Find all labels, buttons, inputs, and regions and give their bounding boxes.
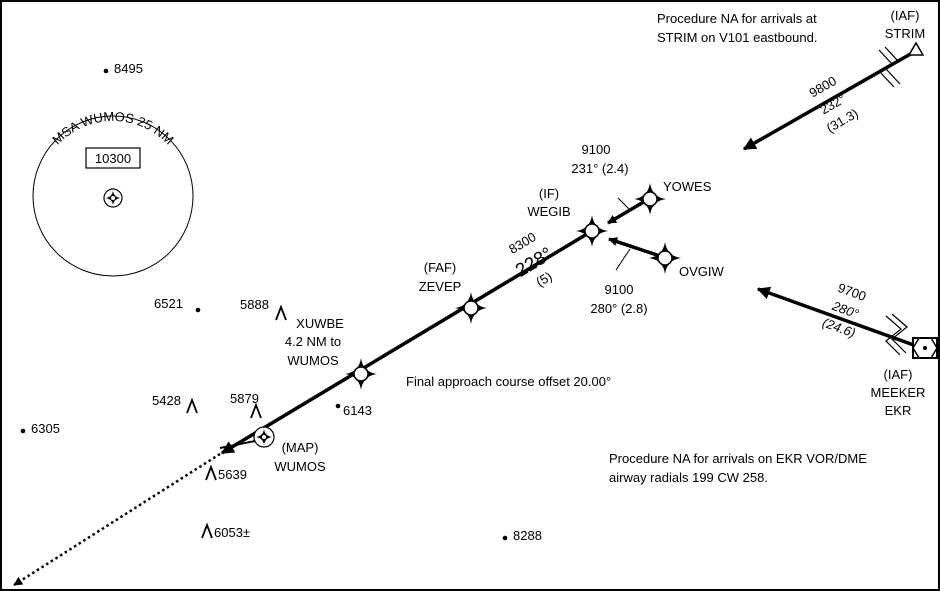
meeker-ident: EKR — [885, 403, 912, 418]
spot-elevations: 8495 6521 6143 6305 8288 — [20, 61, 542, 543]
offset-tick-line — [219, 439, 261, 449]
yowes-name: YOWES — [663, 179, 712, 194]
ovgiw-leg-crsdist: 280° (2.8) — [590, 301, 647, 316]
yowes-leader-line — [617, 197, 632, 212]
xuwbe-line3: WUMOS — [287, 353, 339, 368]
elev-6143: 6143 — [343, 403, 372, 418]
zevep-name: ZEVEP — [419, 279, 462, 294]
elev-5879: 5879 — [230, 391, 259, 406]
strim-break-icon — [878, 46, 901, 88]
spot-dot-icon — [335, 403, 341, 409]
elev-5888: 5888 — [240, 297, 269, 312]
strim-note-line2: STRIM on V101 eastbound. — [657, 30, 817, 45]
strim-name: STRIM — [885, 26, 925, 41]
ovgiw-name: OVGIW — [679, 264, 725, 279]
ovgiw-leg-line — [608, 237, 664, 259]
obstacle-icon — [201, 522, 213, 539]
yowes-leg-line — [607, 198, 648, 225]
ekr-note-line1: Procedure NA for arrivals on EKR VOR/DME — [609, 451, 867, 466]
wegib-waypoint-icon — [575, 214, 609, 248]
vor-dme-icon — [912, 337, 938, 359]
ekr-leg-labels: 9700 280° (24.6) — [821, 280, 869, 341]
elev-5639: 5639 — [218, 467, 247, 482]
ovgiw-leg-alt: 9100 — [605, 282, 634, 297]
obstacle-icon — [205, 464, 217, 481]
xuwbe-name: XUWBE — [296, 316, 344, 331]
zevep-role: (FAF) — [424, 260, 457, 275]
wumos-role: (MAP) — [282, 440, 319, 455]
msa-altitude: 10300 — [95, 151, 131, 166]
ekr-leg-line — [756, 286, 923, 350]
msa-arc-label: MSA WUMOS 25 NM — [49, 109, 176, 148]
strim-role: (IAF) — [891, 8, 920, 23]
elev-8288: 8288 — [513, 528, 542, 543]
strim-leg-labels: 9800 232° (31.3) — [806, 73, 860, 135]
msa-center-waypoint-icon — [103, 188, 123, 208]
final-dist: (5) — [533, 268, 554, 289]
wumos-map-waypoint-icon — [253, 426, 275, 448]
strim-intersection-icon — [907, 41, 925, 56]
ekr-break-icon — [885, 313, 908, 356]
meeker-name: MEEKER — [871, 385, 926, 400]
obstacle-icon — [186, 397, 198, 414]
msa-circle: MSA WUMOS 25 NM 10300 — [32, 109, 194, 277]
spot-dot-icon — [502, 535, 508, 541]
elev-6053: 6053± — [214, 525, 250, 540]
strim-note-line1: Procedure NA for arrivals at — [657, 11, 817, 26]
final-approach-course-line — [220, 229, 593, 455]
ovgiw-waypoint-icon — [648, 241, 682, 275]
elev-6305: 6305 — [31, 421, 60, 436]
obstacle-icon — [250, 402, 262, 419]
yowes-leg-crsdist: 231° (2.4) — [571, 161, 628, 176]
wegib-role: (IF) — [539, 186, 559, 201]
yowes-leg-alt: 9100 — [582, 142, 611, 157]
offset-note: Final approach course offset 20.00° — [406, 374, 611, 389]
elev-5428: 5428 — [152, 393, 181, 408]
wegib-name: WEGIB — [527, 204, 570, 219]
wumos-name: WUMOS — [274, 459, 326, 474]
elev-6521: 6521 — [154, 296, 183, 311]
elev-8495: 8495 — [114, 61, 143, 76]
ekr-note-line2: airway radials 199 CW 258. — [609, 470, 768, 485]
yowes-waypoint-icon — [633, 182, 667, 216]
ovgiw-leader-line — [615, 248, 631, 271]
obstacle-icon — [275, 304, 287, 321]
spot-dot-icon — [20, 428, 26, 434]
meeker-role: (IAF) — [884, 367, 913, 382]
obstacles: 5888 5428 5879 5639 6053± — [152, 297, 287, 540]
missed-approach-path — [13, 452, 221, 587]
spot-dot-icon — [103, 68, 109, 74]
xuwbe-line2: 4.2 NM to — [285, 334, 341, 349]
spot-dot-icon — [195, 307, 201, 313]
final-course-labels: 8300 228° (5) — [506, 229, 556, 289]
